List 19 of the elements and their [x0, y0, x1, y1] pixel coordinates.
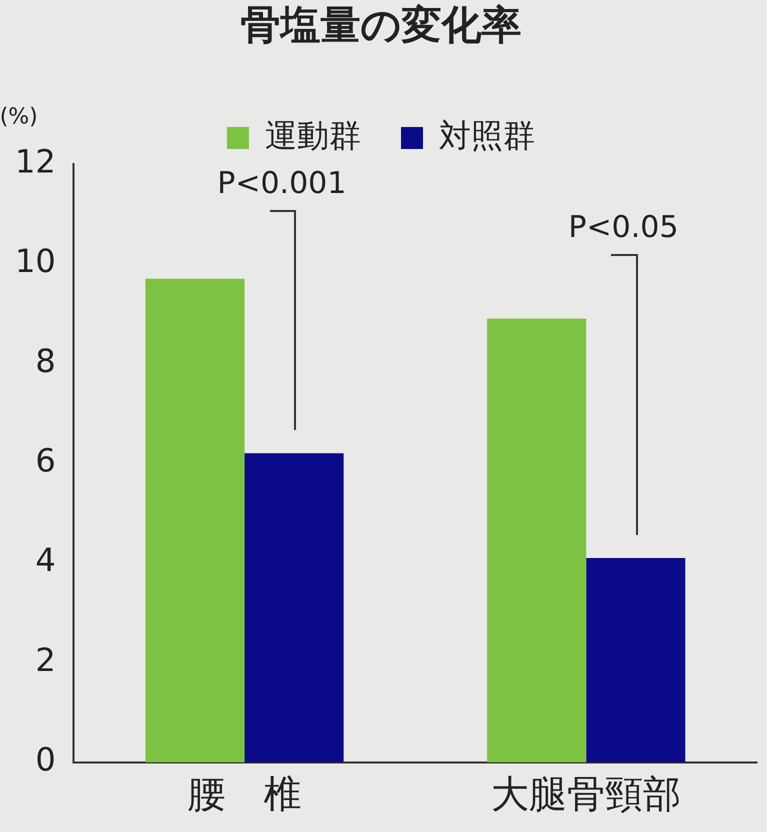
- x-tick-label: 腰 椎: [188, 772, 302, 816]
- annotation: P<0.05: [568, 210, 678, 246]
- y-tick-label: 8: [35, 342, 56, 380]
- y-tick-label: 6: [35, 442, 56, 480]
- chart-title: 骨塩量の変化率: [240, 2, 522, 48]
- y-tick-label: 0: [35, 740, 56, 779]
- bar: [145, 278, 245, 762]
- legend-label: 運動群: [265, 116, 361, 154]
- y-axis-title: (%): [0, 104, 38, 130]
- x-tick-label: 大腿骨頸部: [491, 772, 682, 816]
- y-tick-label: 4: [35, 541, 56, 580]
- y-tick-label: 12: [15, 142, 56, 180]
- y-tick-label: 10: [15, 242, 56, 280]
- bar: [244, 453, 344, 762]
- bar: [487, 318, 586, 762]
- legend-label: 対照群: [439, 116, 535, 154]
- bar: [586, 558, 686, 762]
- annotation: P<0.001: [217, 166, 346, 202]
- y-tick-label: 2: [35, 640, 56, 679]
